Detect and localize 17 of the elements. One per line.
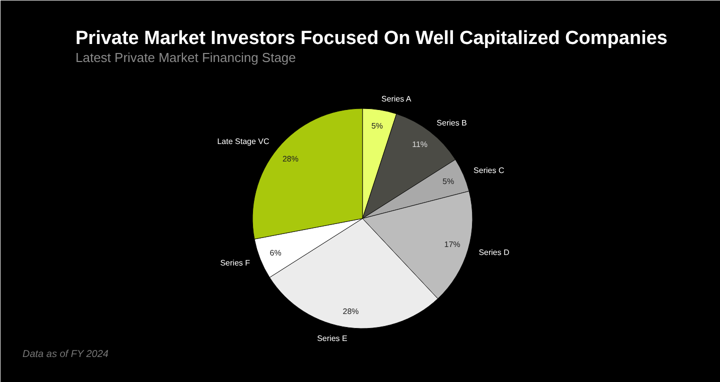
slice-label: Series F	[220, 258, 250, 268]
data-label: 5%	[442, 176, 454, 186]
data-label: 11%	[412, 140, 428, 150]
data-label: 5%	[371, 122, 383, 131]
data-label: 28%	[342, 306, 359, 316]
slice-label: Series E	[317, 334, 348, 344]
slice-label: Series C	[474, 166, 504, 175]
slice-label: Series D	[478, 248, 510, 257]
chart-subtitle: Latest Private Market Financing Stage	[76, 50, 296, 65]
text: Data as of FY 2024	[22, 349, 109, 360]
slice-label: Series B	[436, 118, 467, 128]
slice-label: Late Stage VC	[217, 136, 270, 146]
data-label: 6%	[270, 248, 282, 258]
data-label: 28%	[282, 154, 298, 164]
chart-title: Private Market Investors Focused On Well Capitalized Companies	[76, 28, 668, 49]
data-label: 17%	[444, 240, 460, 250]
slice-label: Series A	[381, 94, 412, 104]
